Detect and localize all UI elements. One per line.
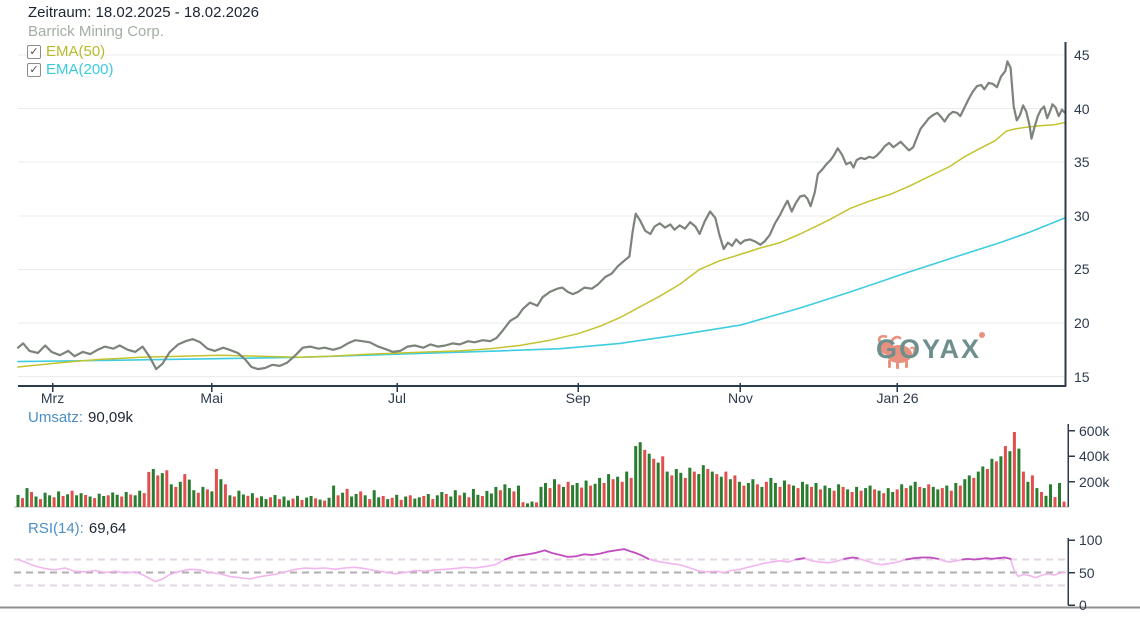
rsi-value: 69,64 (88, 520, 127, 537)
goyax-logo-text: GOYAX (876, 332, 986, 365)
checkbox-checked-icon[interactable]: ✓ (27, 62, 41, 77)
goyax-watermark: GOYAX (876, 332, 986, 369)
rsi-label: RSI(14): (28, 520, 84, 537)
price-axis-tick-label: 20 (1074, 315, 1090, 331)
indicator-toggle-ema200[interactable]: ✓ EMA(200) (27, 61, 114, 78)
price-axis-tick-label: 15 (1074, 368, 1090, 385)
time-axis-tick-label: Sep (565, 390, 591, 406)
checkbox-checked-icon[interactable]: ✓ (27, 44, 41, 59)
period-label: Zeitraum: 18.02.2025 - 18.02.2026 (28, 4, 259, 21)
goyax-logo-dot (979, 332, 986, 338)
rsi-axis-tick-label: 0 (1079, 597, 1087, 613)
rsi-axis-tick-label: 50 (1079, 564, 1095, 581)
volume-label: Umsatz: (28, 409, 84, 426)
time-axis-tick-label: Jul (388, 390, 406, 406)
volume-panel-label: Umsatz: 90,09k (28, 409, 133, 426)
price-axis-tick-label: 35 (1074, 154, 1090, 171)
volume-axis-tick-label: 400k (1079, 448, 1110, 464)
indicator-toggle-ema50[interactable]: ✓ EMA(50) (27, 43, 106, 60)
price-axis-tick-label: 40 (1074, 100, 1090, 117)
bull-icon (877, 334, 916, 369)
price-axis-tick-label: 30 (1074, 207, 1090, 224)
indicator-label: EMA(50) (46, 43, 106, 60)
volume-axis-tick-label: 200k (1079, 473, 1110, 490)
rsi-axis-tick-label: 100 (1079, 532, 1103, 548)
volume-value: 90,09k (88, 409, 134, 426)
volume-axis-tick-label: 600k (1079, 422, 1110, 439)
company-name: Barrick Mining Corp. (28, 23, 164, 40)
price-axis-tick-label: 45 (1074, 47, 1090, 63)
price-axis-tick-label: 25 (1074, 261, 1090, 278)
time-axis-tick-label: Mrz (40, 390, 65, 406)
time-axis-tick-label: Jan 26 (876, 390, 919, 406)
time-axis-tick-label: Mai (200, 390, 223, 406)
time-axis-tick-label: Nov (727, 390, 753, 406)
rsi-panel-label: RSI(14): 69,64 (28, 520, 126, 537)
indicator-label: EMA(200) (46, 61, 114, 78)
